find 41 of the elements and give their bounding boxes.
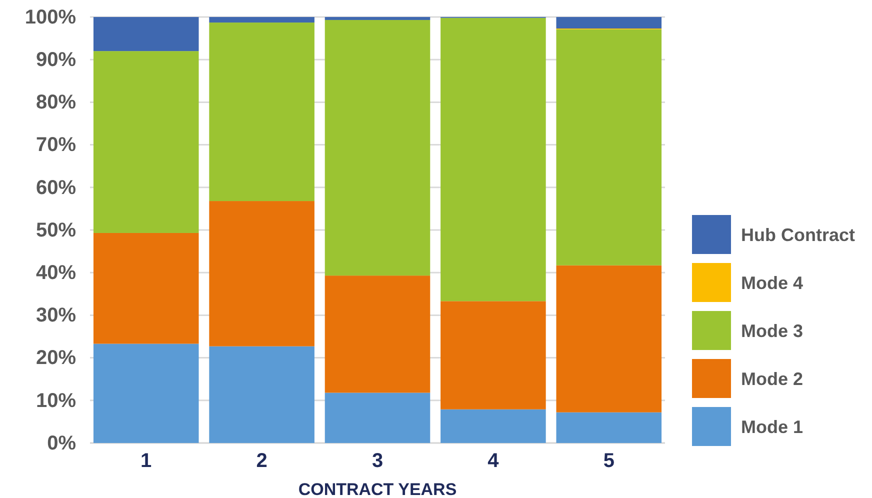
y-tick-label: 60%: [36, 176, 76, 199]
y-tick-label: 30%: [36, 304, 76, 327]
x-tick-label: 1: [140, 450, 152, 472]
bar: [556, 29, 662, 266]
bar: [324, 392, 430, 443]
bar: [209, 346, 314, 443]
bar: [209, 201, 314, 346]
bar: [440, 301, 546, 410]
bar: [209, 22, 314, 202]
legend-label: Mode 2: [741, 369, 804, 389]
bar: [324, 17, 430, 20]
x-tick-label: 2: [256, 450, 268, 472]
legend-label: Hub Contract: [741, 225, 855, 245]
bar: [556, 412, 662, 443]
bar: [556, 265, 662, 412]
bar: [93, 232, 199, 344]
legend-label: Mode 4: [741, 273, 804, 293]
bar: [93, 51, 199, 233]
y-tick-label: 70%: [36, 134, 76, 156]
x-tick-label: 5: [603, 450, 614, 472]
x-tick-label: 4: [488, 450, 500, 472]
y-tick-label: 50%: [36, 219, 76, 242]
y-tick-label: 0%: [47, 432, 76, 454]
bar: [324, 276, 430, 393]
y-tick-label: 10%: [36, 390, 76, 412]
bar: [93, 17, 199, 52]
y-tick-label: 40%: [36, 262, 76, 284]
bar: [440, 409, 546, 443]
y-tick-label: 90%: [36, 49, 76, 71]
bar: [324, 20, 430, 276]
bar: [209, 17, 314, 23]
x-tick-label: 3: [372, 450, 384, 472]
x-axis-title: CONTRACT YEARS: [298, 480, 457, 498]
legend-label: Mode 3: [741, 321, 804, 341]
y-tick-label: 20%: [36, 347, 76, 370]
legend-label: Mode 1: [741, 417, 804, 437]
bar: [93, 344, 199, 443]
bar: [556, 17, 662, 28]
y-tick-label: 80%: [36, 92, 76, 114]
bar: [440, 18, 546, 302]
y-tick-label: 100%: [24, 6, 76, 28]
